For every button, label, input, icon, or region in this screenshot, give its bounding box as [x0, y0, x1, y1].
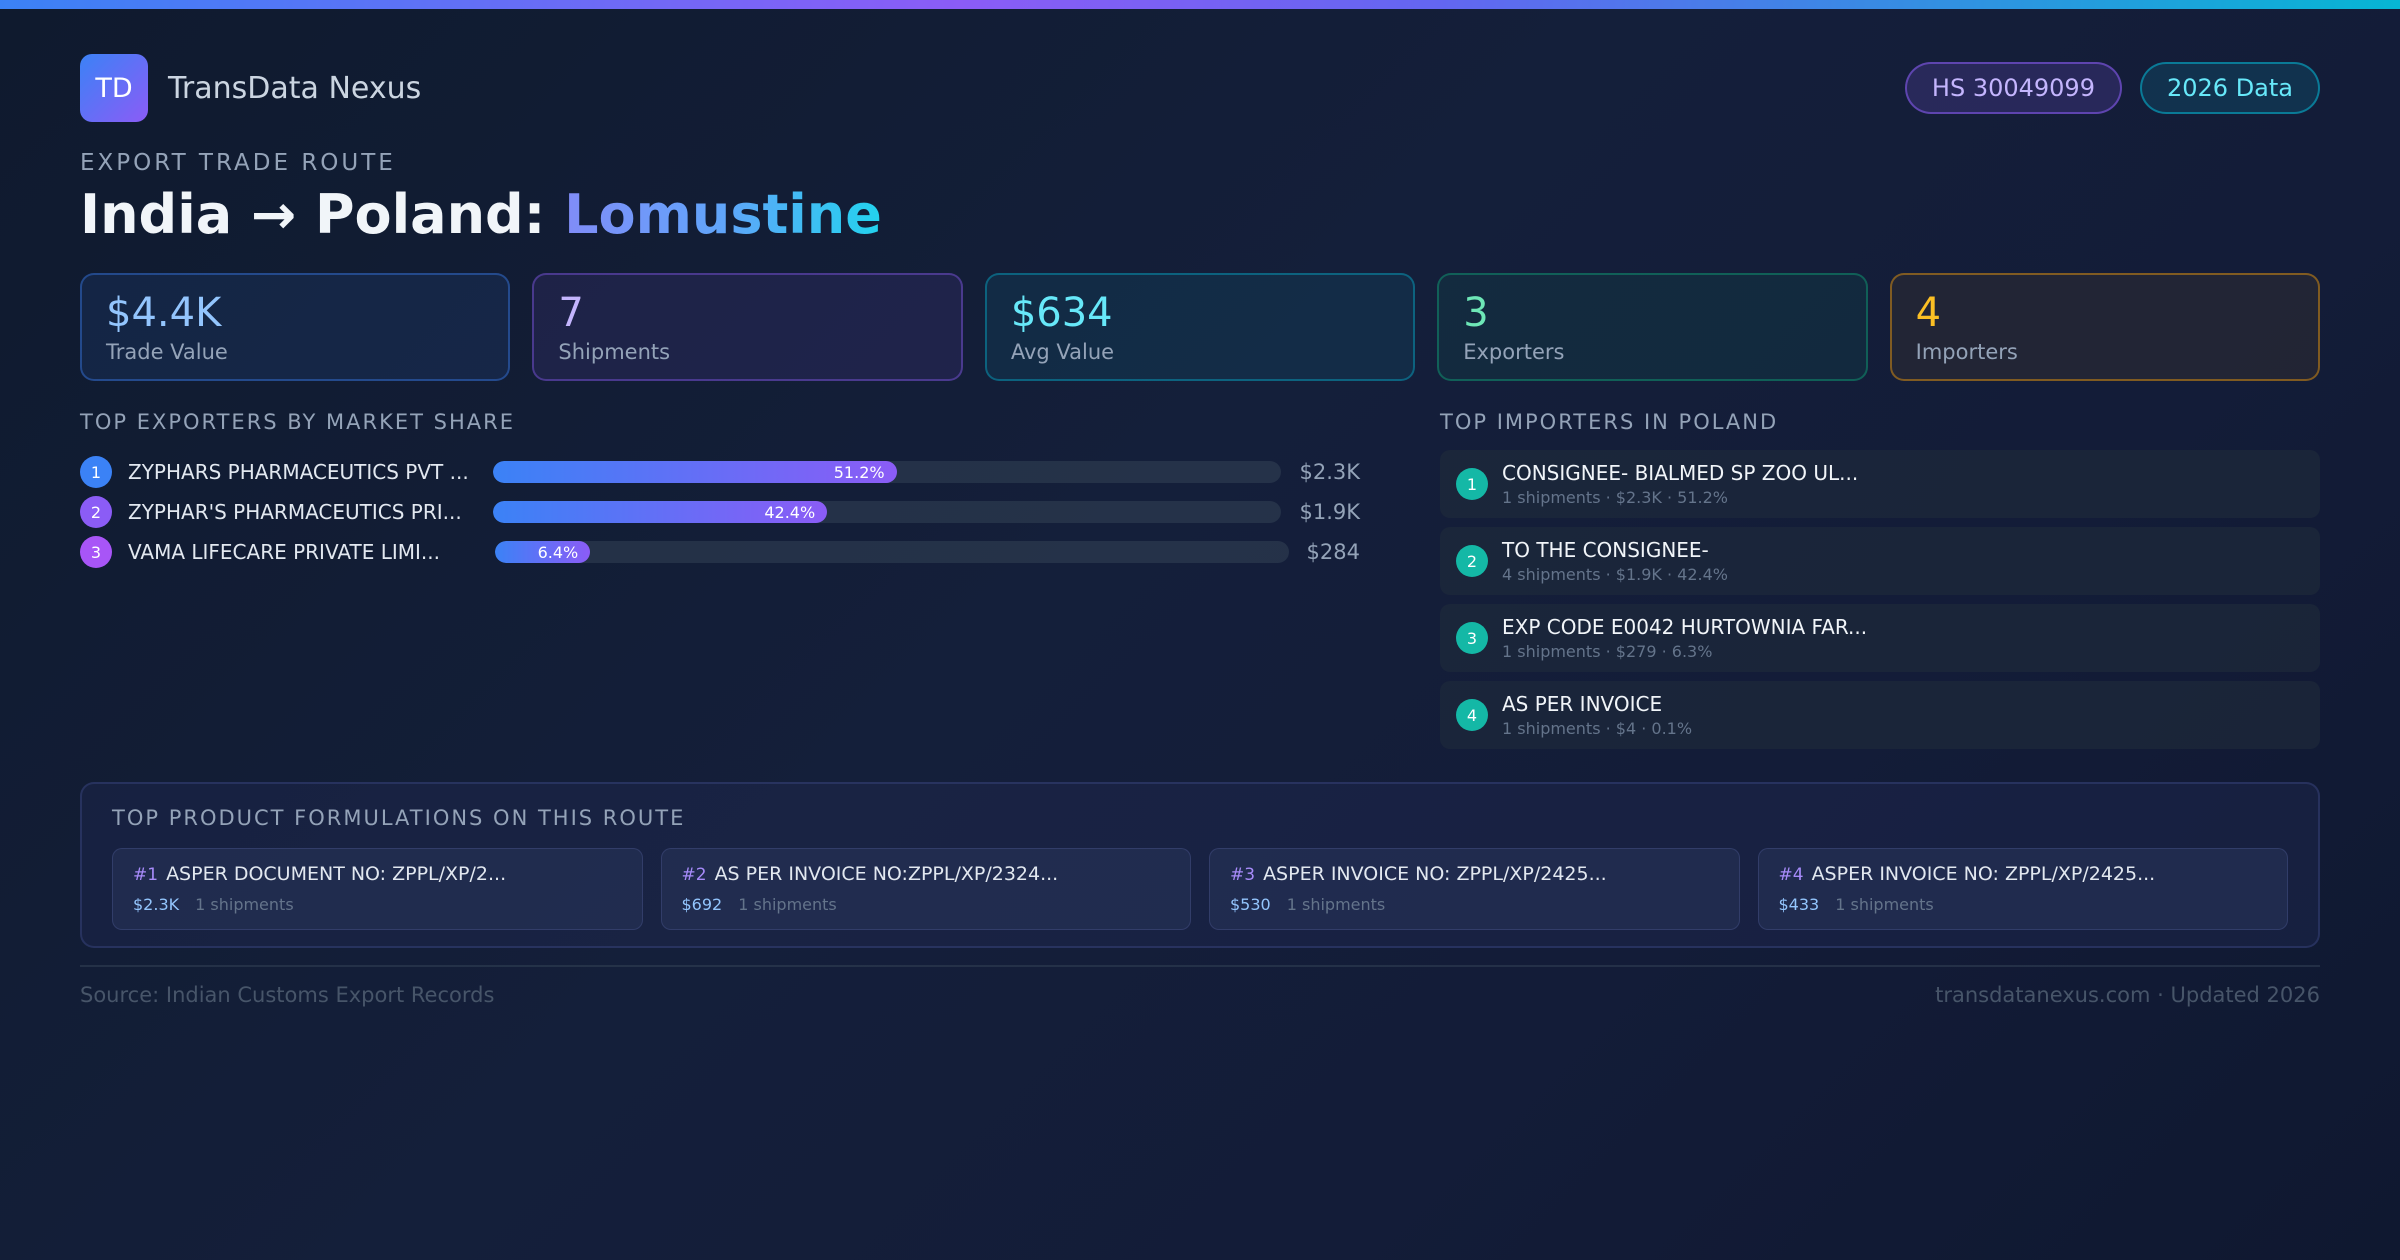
stat-label: Exporters — [1463, 340, 1565, 364]
importer-rank: 2 — [1456, 545, 1488, 577]
formulation-value: $692 — [681, 895, 723, 914]
share-bar-fill: 6.4% — [495, 541, 591, 563]
exporter-rank: 2 — [80, 496, 112, 528]
share-percent: 51.2% — [833, 462, 885, 482]
route-eyebrow: EXPORT TRADE ROUTE — [80, 150, 396, 176]
formulation-shipments: 1 shipments — [738, 895, 837, 914]
exporter-value: $1.9K — [1299, 500, 1360, 524]
importer-rank: 3 — [1456, 622, 1488, 654]
formulation-rank: #4 — [1778, 865, 1804, 885]
importers-list: 1 CONSIGNEE- BIALMED SP ZOO UL... 1 ship… — [1440, 450, 2320, 749]
formulation-rank: #3 — [1230, 865, 1256, 885]
exporter-name: ZYPHARS PHARMACEUTICS PVT ... — [128, 460, 469, 484]
header-badges: HS 30049099 2026 Data — [1904, 62, 2320, 114]
importer-meta: 1 shipments · $2.3K · 51.2% — [1502, 488, 1728, 507]
stats-row: $4.4K Trade Value 7 Shipments $634 Avg V… — [80, 273, 2321, 381]
exporters-list: 1 ZYPHARS PHARMACEUTICS PVT ... 51.2% $2… — [80, 452, 1360, 572]
importer-row[interactable]: 3 EXP CODE E0042 HURTOWNIA FAR... 1 ship… — [1440, 604, 2320, 672]
exporter-value: $2.3K — [1299, 460, 1360, 484]
importer-meta: 4 shipments · $1.9K · 42.4% — [1502, 565, 1728, 584]
stat-value: $4.4K — [106, 290, 222, 336]
formulation-card[interactable]: #3 ASPER INVOICE NO: ZPPL/XP/2425... $530… — [1209, 848, 1740, 930]
exporter-row[interactable]: 3 VAMA LIFECARE PRIVATE LIMI... 6.4% $28… — [80, 532, 1360, 572]
formulations-grid: #1 ASPER DOCUMENT NO: ZPPL/XP/2... $2.3K … — [112, 848, 2288, 930]
brand-name: TransData Nexus — [168, 70, 422, 106]
importer-rank: 4 — [1456, 699, 1488, 731]
exporter-value: $284 — [1306, 540, 1360, 564]
brand[interactable]: TD TransData Nexus — [80, 54, 421, 122]
stat-card-trade-value: $4.4K Trade Value — [80, 273, 511, 381]
formulation-name: ASPER INVOICE NO: ZPPL/XP/2425... — [1263, 863, 1607, 885]
importer-row[interactable]: 1 CONSIGNEE- BIALMED SP ZOO UL... 1 ship… — [1440, 450, 2320, 518]
footer-site-link[interactable]: transdatanexus.com · Updated 2026 — [1935, 983, 2320, 1007]
share-bar-track: 42.4% — [492, 501, 1282, 523]
formulation-shipments: 1 shipments — [195, 895, 294, 914]
data-year-badge[interactable]: 2026 Data — [2139, 62, 2320, 114]
formulation-shipments: 1 shipments — [1286, 895, 1386, 914]
share-bar-track: 51.2% — [492, 461, 1282, 483]
exporter-name: VAMA LIFECARE PRIVATE LIMI... — [128, 540, 440, 564]
formulation-name: ASPER DOCUMENT NO: ZPPL/XP/2... — [166, 863, 507, 885]
product-name: Lomustine — [564, 183, 882, 246]
stat-value: 4 — [1915, 290, 1942, 336]
exporter-rank: 1 — [80, 456, 112, 488]
formulation-value: $433 — [1778, 895, 1820, 914]
share-bar-fill: 42.4% — [492, 501, 828, 523]
formulation-shipments: 1 shipments — [1835, 895, 1934, 914]
importer-name: TO THE CONSIGNEE- — [1502, 538, 1709, 562]
formulation-rank: #1 — [133, 865, 159, 885]
exporter-rank: 3 — [80, 536, 112, 568]
top-accent-bar — [0, 0, 2400, 9]
importer-rank: 1 — [1456, 468, 1488, 500]
share-percent: 6.4% — [537, 542, 579, 562]
stat-label: Trade Value — [106, 340, 228, 364]
stat-label: Shipments — [558, 340, 671, 364]
formulations-section: TOP PRODUCT FORMULATIONS ON THIS ROUTE #… — [80, 782, 2320, 948]
stat-value: 7 — [558, 290, 584, 336]
exporter-row[interactable]: 1 ZYPHARS PHARMACEUTICS PVT ... 51.2% $2… — [80, 452, 1360, 492]
share-bar-fill: 51.2% — [492, 461, 897, 483]
importers-section: TOP IMPORTERS IN POLAND 1 CONSIGNEE- BIA… — [1440, 410, 2320, 749]
importers-heading: TOP IMPORTERS IN POLAND — [1440, 410, 1779, 434]
stat-label: Avg Value — [1010, 340, 1115, 364]
share-percent: 42.4% — [764, 502, 816, 522]
importer-name: EXP CODE E0042 HURTOWNIA FAR... — [1502, 615, 1868, 639]
formulation-card[interactable]: #1 ASPER DOCUMENT NO: ZPPL/XP/2... $2.3K … — [112, 848, 643, 930]
brand-logo: TD — [80, 54, 148, 122]
formulation-rank: #2 — [681, 865, 707, 885]
stat-card-avg-value: $634 Avg Value — [984, 273, 1416, 381]
footer: Source: Indian Customs Export Records tr… — [80, 983, 2320, 1007]
hs-code-badge[interactable]: HS 30049099 — [1904, 62, 2122, 114]
importer-name: CONSIGNEE- BIALMED SP ZOO UL... — [1502, 461, 1859, 485]
formulations-heading: TOP PRODUCT FORMULATIONS ON THIS ROUTE — [112, 806, 686, 830]
stat-card-importers: 4 Importers — [1889, 273, 2321, 381]
stat-value: $634 — [1010, 290, 1113, 336]
route-title-prefix: India → Poland: — [80, 183, 565, 246]
header: TD TransData Nexus HS 30049099 2026 Data — [80, 54, 2320, 122]
exporters-heading: TOP EXPORTERS BY MARKET SHARE — [80, 410, 516, 434]
stat-card-exporters: 3 Exporters — [1437, 273, 1868, 381]
exporter-row[interactable]: 2 ZYPHAR'S PHARMACEUTICS PRI... 42.4% $1… — [80, 492, 1360, 532]
page-title: India → Poland: Lomustine — [80, 183, 882, 246]
stat-card-shipments: 7 Shipments — [532, 273, 963, 381]
exporters-section: TOP EXPORTERS BY MARKET SHARE 1 ZYPHARS … — [80, 410, 1360, 572]
importer-row[interactable]: 2 TO THE CONSIGNEE- 4 shipments · $1.9K … — [1440, 527, 2320, 595]
stat-label: Importers — [1915, 340, 2018, 364]
share-bar-track: 6.4% — [495, 541, 1289, 563]
importer-name: AS PER INVOICE — [1502, 692, 1663, 716]
formulation-value: $530 — [1230, 895, 1271, 914]
formulation-card[interactable]: #4 ASPER INVOICE NO: ZPPL/XP/2425... $433… — [1757, 848, 2288, 930]
exporter-name: ZYPHAR'S PHARMACEUTICS PRI... — [128, 500, 462, 524]
importer-meta: 1 shipments · $4 · 0.1% — [1502, 719, 1693, 738]
formulation-card[interactable]: #2 AS PER INVOICE NO:ZPPL/XP/2324... $692… — [660, 848, 1191, 930]
formulation-name: AS PER INVOICE NO:ZPPL/XP/2324... — [714, 863, 1059, 885]
formulation-value: $2.3K — [133, 895, 180, 914]
stat-value: 3 — [1463, 290, 1489, 336]
formulation-name: ASPER INVOICE NO: ZPPL/XP/2425... — [1811, 863, 2156, 885]
footer-divider — [80, 965, 2320, 967]
importer-meta: 1 shipments · $279 · 6.3% — [1502, 642, 1713, 661]
footer-source: Source: Indian Customs Export Records — [80, 983, 495, 1007]
importer-row[interactable]: 4 AS PER INVOICE 1 shipments · $4 · 0.1% — [1440, 681, 2320, 749]
